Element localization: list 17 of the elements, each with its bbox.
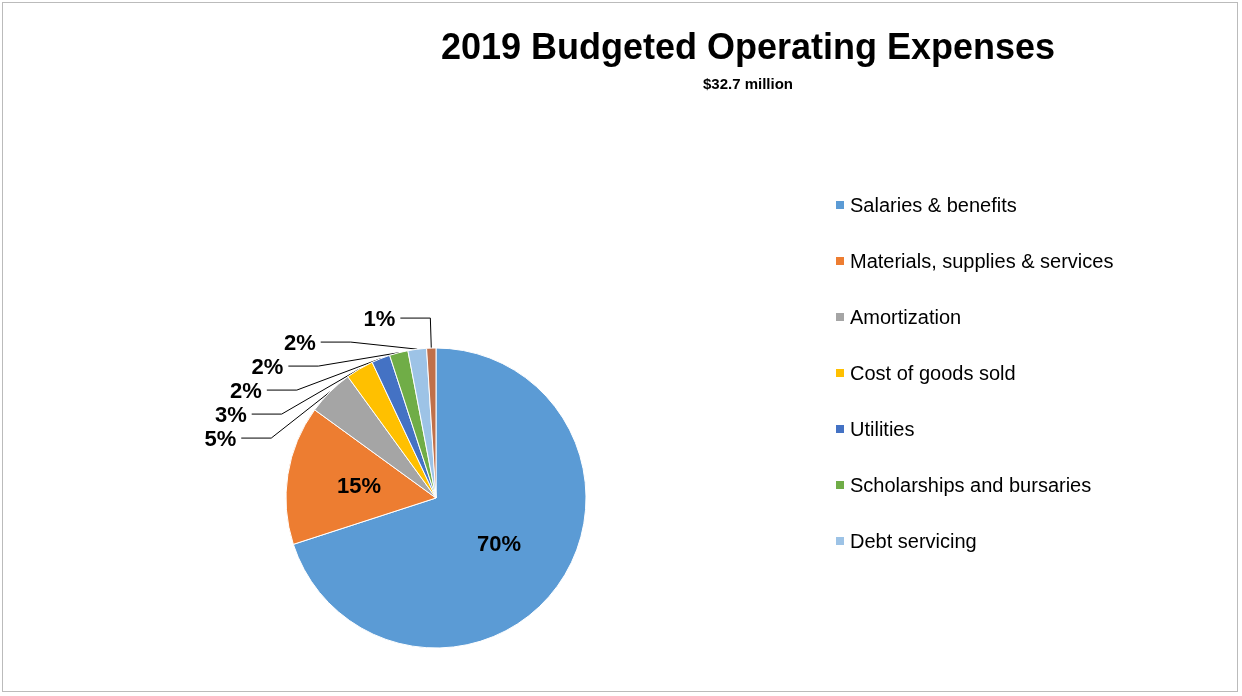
data-label: 1% bbox=[363, 305, 396, 331]
data-label: 15% bbox=[336, 473, 381, 499]
legend-label: Amortization bbox=[850, 306, 962, 328]
data-label: 5% bbox=[204, 425, 237, 451]
data-label: 3% bbox=[214, 401, 247, 427]
legend-label: Debt servicing bbox=[850, 530, 977, 552]
legend-label: Scholarships and bursaries bbox=[850, 474, 1092, 496]
legend-label: Salaries & benefits bbox=[850, 194, 1017, 216]
chart-title: 2019 Budgeted Operating Expenses bbox=[440, 25, 1056, 67]
data-label: 70% bbox=[477, 531, 522, 557]
legend-label: Materials, supplies & services bbox=[850, 250, 1114, 272]
data-label: 2% bbox=[230, 377, 262, 403]
data-label: 2% bbox=[251, 353, 284, 379]
legend-label: Cost of goods sold bbox=[850, 362, 1016, 384]
data-label: 2% bbox=[283, 329, 316, 355]
chart-subtitle: $32.7 million bbox=[702, 75, 794, 92]
legend-label: Utilities bbox=[850, 418, 915, 440]
